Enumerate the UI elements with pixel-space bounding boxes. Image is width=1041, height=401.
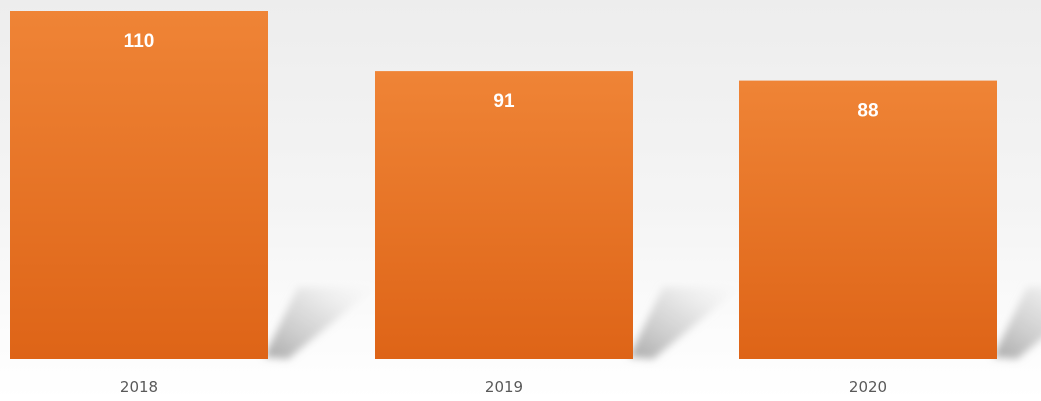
data-label-2018: 110 [124, 31, 155, 52]
x-tick-label-2018: 2018 [120, 378, 158, 396]
data-label-2020: 88 [857, 101, 878, 122]
bar-shadow-2018 [264, 287, 376, 359]
bar-shadows [264, 287, 1041, 359]
x-tick-label-2020: 2020 [849, 378, 887, 396]
data-labels: 110 91 88 [124, 31, 879, 122]
bars [10, 11, 997, 359]
data-label-2019: 91 [493, 91, 515, 112]
bar-shadow-2020 [993, 287, 1041, 359]
bar-2018 [10, 11, 268, 359]
bar-shadow-2019 [629, 287, 741, 359]
bar-2019 [375, 71, 633, 359]
x-tick-label-2019: 2019 [485, 378, 523, 396]
x-axis-tick-labels: 2018 2019 2020 [120, 378, 887, 396]
bar-2020 [739, 80, 997, 359]
